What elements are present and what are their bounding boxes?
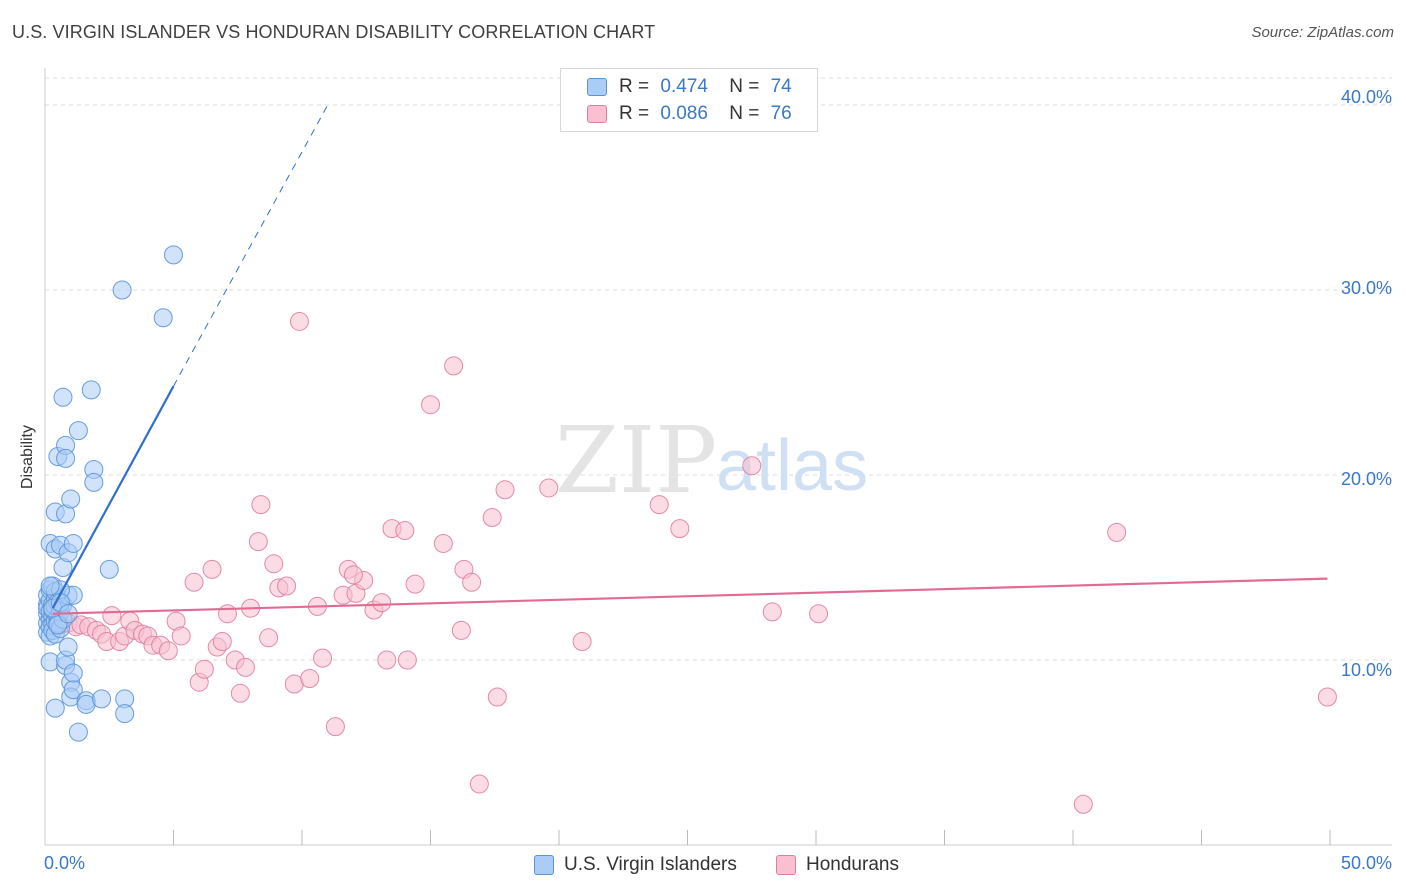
honduran-point xyxy=(300,669,320,688)
virgin-islander-point xyxy=(53,387,73,407)
honduran-point xyxy=(212,632,232,651)
virgin-islander-point xyxy=(63,663,83,683)
virgin-islanders-trendline xyxy=(51,385,175,609)
honduran-point xyxy=(444,356,464,376)
correlation-legend: R = 0.474 N = 74 R = 0.086 N = 76 xyxy=(560,68,818,132)
virgin-islander-point xyxy=(63,533,83,553)
virgin-islanders-swatch xyxy=(587,78,607,96)
watermark-atlas: atlas xyxy=(716,426,868,506)
legend-n-label: N = xyxy=(729,103,760,124)
honduran-point xyxy=(343,565,363,585)
legend-r-value: 0.474 xyxy=(660,76,708,97)
honduran-point xyxy=(248,532,268,552)
y-tick-label-40: 40.0% xyxy=(1340,87,1392,107)
virgin-islander-point xyxy=(81,380,101,400)
honduran-point xyxy=(325,717,345,737)
legend-n-value: 74 xyxy=(770,76,792,97)
honduran-point xyxy=(809,604,829,624)
honduran-point xyxy=(539,478,559,498)
honduran-point xyxy=(377,650,397,670)
honduran-point xyxy=(762,602,782,622)
virgin-islander-point xyxy=(61,489,81,509)
x-tick-label-min: 0.0% xyxy=(44,853,86,873)
chart-title: U.S. VIRGIN ISLANDER VS HONDURAN DISABIL… xyxy=(12,22,656,42)
honduran-point xyxy=(158,641,178,661)
virgin-islander-point xyxy=(164,245,183,265)
honduran-point xyxy=(742,456,762,476)
honduran-point xyxy=(495,480,515,500)
honduran-point xyxy=(421,395,440,415)
virgin-islander-point xyxy=(99,559,119,579)
legend-n-label: N = xyxy=(729,76,760,97)
virgin-islander-point xyxy=(115,704,135,724)
legend-hondurans-label: Hondurans xyxy=(806,854,899,875)
honduran-point xyxy=(289,311,309,331)
virgin-islander-point xyxy=(45,698,65,718)
honduran-point xyxy=(1107,522,1127,542)
y-tick-label-10: 10.0% xyxy=(1340,660,1392,680)
honduran-point xyxy=(1317,687,1337,707)
bottom-legend-virgin-islanders: U.S. Virgin Islanders xyxy=(534,852,737,878)
honduran-point xyxy=(482,508,502,528)
honduran-point xyxy=(405,574,425,594)
honduran-point xyxy=(649,495,669,515)
honduran-point xyxy=(372,593,392,613)
honduran-point xyxy=(217,604,237,624)
honduran-point xyxy=(194,659,214,679)
honduran-point xyxy=(277,576,297,596)
legend-n-value: 76 xyxy=(770,103,792,124)
honduran-point xyxy=(1073,794,1093,814)
y-tick-label-30: 30.0% xyxy=(1340,278,1392,298)
honduran-point xyxy=(171,626,191,646)
virgin-islander-point xyxy=(40,576,60,596)
virgin-islander-point xyxy=(84,472,104,492)
honduran-point xyxy=(313,648,333,668)
honduran-point xyxy=(235,657,255,677)
honduran-point xyxy=(451,620,471,640)
y-tick-label-20: 20.0% xyxy=(1340,469,1392,489)
legend-r-value: 0.086 xyxy=(660,103,708,124)
honduran-point xyxy=(230,683,250,703)
virgin-islander-point xyxy=(58,637,78,657)
bottom-legend-hondurans: Hondurans xyxy=(776,852,899,878)
x-tick-label-max: 50.0% xyxy=(1340,853,1392,873)
honduran-point xyxy=(397,650,417,670)
legend-r-label: R = xyxy=(619,103,650,124)
virgin-islander-point xyxy=(56,448,76,468)
honduran-point xyxy=(264,554,284,574)
watermark-zip: ZIP xyxy=(555,407,717,514)
legend-virgin-islanders-label: U.S. Virgin Islanders xyxy=(564,854,737,875)
virgin-islander-point xyxy=(112,280,132,300)
virgin-islander-point xyxy=(68,421,88,441)
hondurans-trendline xyxy=(52,577,1328,615)
honduran-point xyxy=(102,606,122,626)
virgin-islanders-trendline-extension xyxy=(173,104,329,387)
honduran-point xyxy=(462,572,482,592)
honduran-point xyxy=(469,774,489,794)
hondurans-swatch xyxy=(776,855,796,875)
honduran-point xyxy=(395,521,415,540)
honduran-point xyxy=(184,572,204,592)
source-credit: Source: ZipAtlas.com xyxy=(1251,24,1394,41)
virgin-islander-point xyxy=(68,722,88,742)
legend-r-label: R = xyxy=(619,76,650,97)
virgin-islander-point xyxy=(92,689,112,709)
honduran-point xyxy=(572,632,592,651)
honduran-point xyxy=(202,559,222,579)
honduran-point xyxy=(433,533,453,553)
honduran-point xyxy=(670,519,690,539)
honduran-point xyxy=(259,628,279,648)
hondurans-swatch xyxy=(587,105,607,123)
honduran-point xyxy=(487,687,507,707)
virgin-islander-point xyxy=(153,308,173,328)
honduran-point xyxy=(251,495,271,515)
virgin-islanders-swatch xyxy=(534,855,554,875)
